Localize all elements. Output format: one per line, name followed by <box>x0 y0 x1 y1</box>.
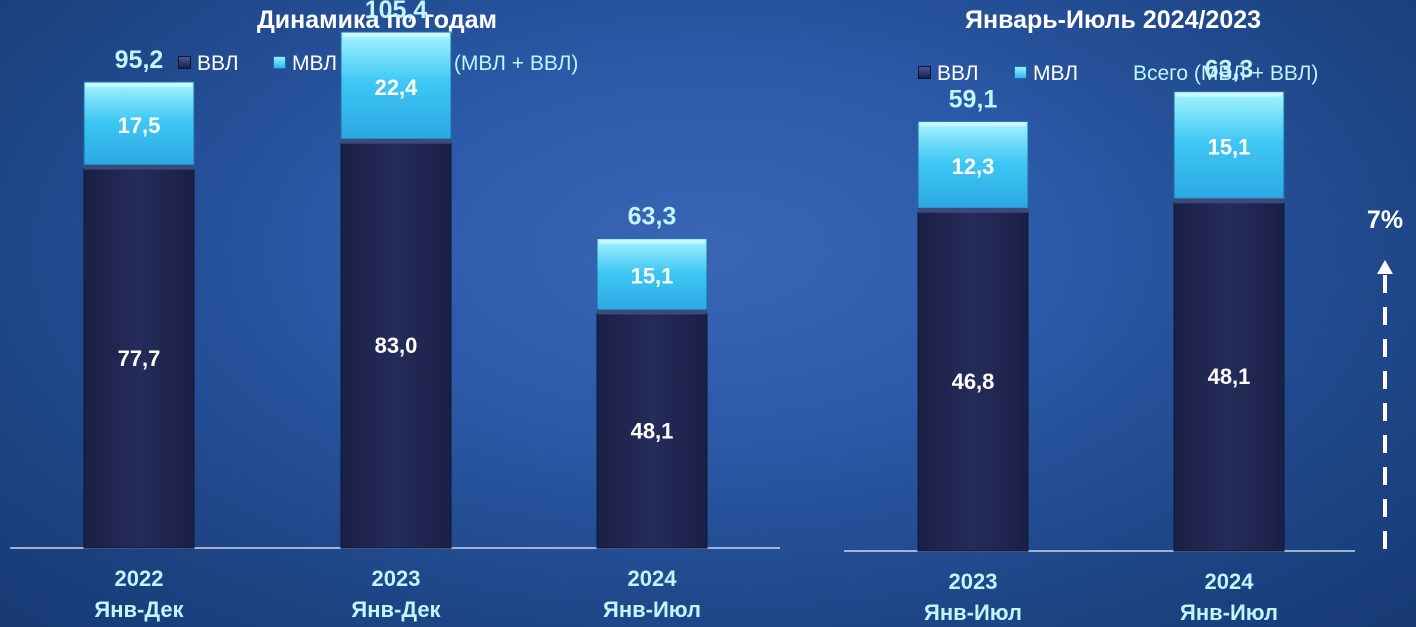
data-label-mvl: 15,1 <box>631 264 674 289</box>
chart-title: Динамика по годам <box>257 6 498 34</box>
x-tick-label-year: 2022 <box>115 566 164 591</box>
bar-segment-vvl <box>83 167 195 549</box>
bar-segment-divider <box>597 309 707 315</box>
growth-percent-label: 7% <box>1367 206 1403 234</box>
data-label-vvl: 46,8 <box>952 369 995 394</box>
legend-label-vvl: ВВЛ <box>937 62 979 85</box>
bar-segment-mvl <box>1173 91 1285 202</box>
bar-segment-mvl <box>340 31 452 143</box>
legend-item-vvl: ВВЛ <box>918 62 979 86</box>
x-tick-label-period: Янв-Июл <box>603 597 701 622</box>
data-label-total: 59,1 <box>949 85 998 113</box>
bar-segment-divider <box>84 164 194 170</box>
bar-segment-mvl <box>83 81 195 169</box>
stacked-bar: 77,7 17,5 95,2 <box>83 46 195 549</box>
data-label-mvl: 15,1 <box>1208 134 1251 159</box>
bar-segment-mvl <box>917 120 1029 212</box>
stacked-bar: 48,1 15,1 63,3 <box>596 203 708 549</box>
bar-highlight <box>86 82 192 87</box>
x-tick-label-period: Янв-Дек <box>94 597 184 622</box>
yearly-bar-chart: 77,7 17,5 95,2 2022 Янв-Дек 83,0 22,4 105,4 2023… <box>10 0 780 622</box>
bar-highlight <box>343 32 449 37</box>
legend-label-mvl: МВЛ <box>1033 62 1079 85</box>
x-tick-label-period: Янв-Июл <box>1180 600 1278 625</box>
data-label-vvl: 48,1 <box>631 418 674 443</box>
x-tick-label-year: 2024 <box>628 566 678 591</box>
x-tick-label-period: Янв-Июл <box>924 600 1022 625</box>
data-label-mvl: 22,4 <box>375 75 419 100</box>
jan-jul-bar-chart: 46,8 12,3 59,1 2023 Янв-Июл 48,1 15,1 63,3 2024 Я… <box>844 56 1403 625</box>
data-label-vvl: 77,7 <box>118 346 161 371</box>
jan-jul-comparison-panel: Январь-Июль 2024/2023 ВВЛ МВЛ Всего (МВЛ… <box>820 0 1416 627</box>
bar-segment-divider <box>1174 198 1284 204</box>
stacked-bar: 48,1 15,1 63,3 <box>1173 56 1285 552</box>
data-label-mvl: 12,3 <box>952 154 995 179</box>
legend-label-mvl: МВЛ <box>292 52 338 75</box>
legend-item-mvl: МВЛ <box>1014 62 1078 86</box>
legend-label-vvl: ВВЛ <box>197 52 239 75</box>
bar-highlight <box>1176 92 1282 97</box>
x-tick-label-period: Янв-Дек <box>351 597 441 622</box>
bar-highlight <box>920 122 1026 127</box>
data-label-vvl: 83,0 <box>375 333 418 358</box>
yearly-dynamics-panel: Динамика по годам ВВЛ МВЛ Всего (МВЛ + В… <box>10 0 780 622</box>
bar-segment-divider <box>918 207 1028 213</box>
legend-item-mvl: МВЛ <box>273 52 337 76</box>
data-label-total: 95,2 <box>115 46 164 74</box>
data-label-total: 63,3 <box>628 203 677 231</box>
legend-swatch-mvl <box>273 56 286 69</box>
legend-swatch-mvl <box>1014 66 1027 79</box>
data-label-total: 105,4 <box>365 0 428 24</box>
data-label-total: 63,3 <box>1205 56 1254 84</box>
bar-segment-vvl <box>1173 200 1285 552</box>
bar-segment-vvl <box>340 141 452 549</box>
bar-highlight <box>599 239 705 244</box>
data-label-vvl: 48,1 <box>1208 364 1251 389</box>
bar-segment-mvl <box>596 238 708 314</box>
x-tick-label-year: 2024 <box>1205 569 1255 594</box>
bar-segment-vvl <box>596 312 708 549</box>
bar-segment-divider <box>341 138 451 144</box>
legend-swatch-vvl <box>918 66 931 79</box>
legend-label-total: Всего (МВЛ + ВВЛ) <box>1133 62 1319 85</box>
stacked-bar: 46,8 12,3 59,1 <box>917 85 1029 552</box>
data-label-mvl: 17,5 <box>118 113 161 138</box>
stacked-bar: 83,0 22,4 105,4 <box>340 0 452 549</box>
x-tick-label-year: 2023 <box>372 566 421 591</box>
legend-swatch-vvl <box>178 56 191 69</box>
x-tick-label-year: 2023 <box>949 569 998 594</box>
legend-item-vvl: ВВЛ <box>178 52 239 76</box>
chart-title: Январь-Июль 2024/2023 <box>965 6 1262 34</box>
bar-segment-vvl <box>917 210 1029 552</box>
growth-arrow-head <box>1377 260 1393 274</box>
